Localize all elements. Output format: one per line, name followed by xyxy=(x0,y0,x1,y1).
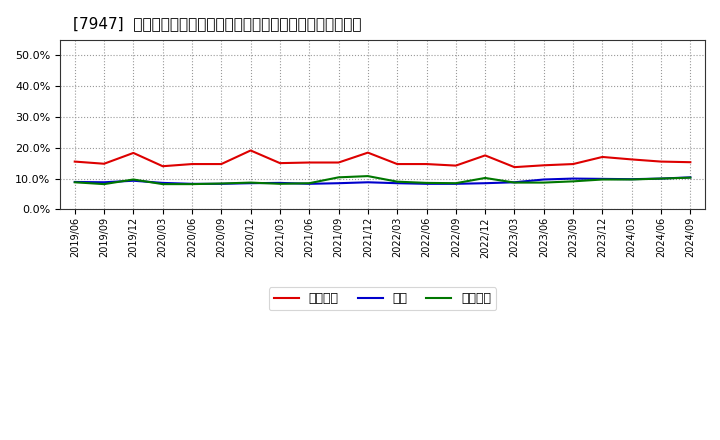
売上債権 xyxy=(364,150,372,155)
売上債権 xyxy=(686,160,695,165)
買入債務 xyxy=(510,180,519,185)
在庫 xyxy=(71,180,79,185)
在庫 xyxy=(422,181,431,187)
在庫 xyxy=(627,176,636,182)
売上債権 xyxy=(129,150,138,156)
売上債権 xyxy=(246,148,255,153)
買入債務 xyxy=(598,177,607,182)
在庫 xyxy=(276,180,284,186)
買入債務 xyxy=(657,176,665,181)
在庫 xyxy=(598,176,607,182)
在庫 xyxy=(100,180,109,185)
Line: 売上債権: 売上債権 xyxy=(75,150,690,167)
在庫 xyxy=(657,176,665,181)
売上債権 xyxy=(305,160,314,165)
買入債務 xyxy=(246,180,255,185)
在庫 xyxy=(686,175,695,180)
買入債務 xyxy=(686,175,695,180)
在庫 xyxy=(451,181,460,187)
売上債権 xyxy=(510,165,519,170)
買入債務 xyxy=(158,181,167,187)
在庫 xyxy=(481,180,490,186)
売上債権 xyxy=(71,159,79,164)
買入債務 xyxy=(481,175,490,180)
売上債権 xyxy=(657,159,665,164)
在庫 xyxy=(305,181,314,187)
買入債務 xyxy=(129,177,138,182)
売上債権 xyxy=(539,163,548,168)
売上債権 xyxy=(393,161,402,167)
売上債権 xyxy=(451,163,460,168)
在庫 xyxy=(129,178,138,183)
買入債務 xyxy=(627,177,636,182)
売上債権 xyxy=(598,154,607,160)
買入債務 xyxy=(276,181,284,187)
売上債権 xyxy=(627,157,636,162)
在庫 xyxy=(539,177,548,182)
買入債務 xyxy=(305,180,314,186)
在庫 xyxy=(217,181,225,187)
買入債務 xyxy=(422,180,431,186)
買入債務 xyxy=(364,173,372,179)
Line: 在庫: 在庫 xyxy=(75,177,690,184)
売上債権 xyxy=(217,161,225,167)
在庫 xyxy=(188,181,197,187)
在庫 xyxy=(364,180,372,185)
売上債権 xyxy=(158,164,167,169)
買入債務 xyxy=(100,181,109,187)
売上債権 xyxy=(481,153,490,158)
在庫 xyxy=(510,180,519,185)
在庫 xyxy=(158,180,167,186)
買入債務 xyxy=(539,180,548,185)
売上債権 xyxy=(334,160,343,165)
売上債権 xyxy=(100,161,109,166)
買入債務 xyxy=(569,179,577,184)
在庫 xyxy=(393,180,402,186)
在庫 xyxy=(334,180,343,186)
買入債務 xyxy=(71,180,79,185)
Line: 買入債務: 買入債務 xyxy=(75,176,690,184)
買入債務 xyxy=(451,180,460,186)
買入債務 xyxy=(188,181,197,187)
買入債務 xyxy=(393,179,402,184)
在庫 xyxy=(246,180,255,186)
売上債権 xyxy=(569,161,577,167)
在庫 xyxy=(569,176,577,181)
売上債権 xyxy=(188,161,197,167)
Text: [7947]  売上債権、在庫、買入債務の総資産に対する比率の推移: [7947] 売上債権、在庫、買入債務の総資産に対する比率の推移 xyxy=(73,16,361,32)
買入債務 xyxy=(334,175,343,180)
売上債権 xyxy=(276,161,284,166)
買入債務 xyxy=(217,181,225,186)
売上債権 xyxy=(422,161,431,167)
Legend: 売上債権, 在庫, 買入債務: 売上債権, 在庫, 買入債務 xyxy=(269,287,496,310)
